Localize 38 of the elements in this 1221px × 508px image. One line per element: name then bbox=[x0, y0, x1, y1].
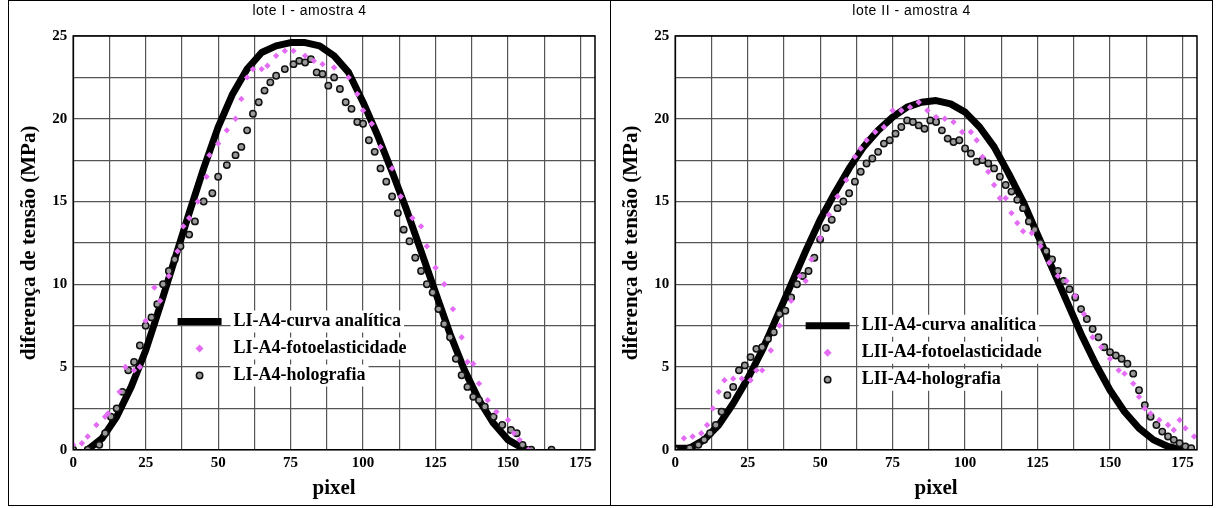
y-tick-label: 15 bbox=[654, 192, 670, 209]
legend-label: LII-A4-holografia bbox=[861, 368, 1001, 389]
x-tick-label: 75 bbox=[885, 453, 901, 470]
x-tick-label: 150 bbox=[1098, 453, 1122, 470]
y-tick-label: 0 bbox=[59, 440, 68, 457]
x-tick-label: 75 bbox=[283, 453, 299, 470]
x-axis-title: pixel bbox=[312, 474, 356, 499]
y-tick-label: 5 bbox=[661, 357, 670, 374]
x-tick-label: 175 bbox=[569, 453, 592, 470]
y-tick-label: 5 bbox=[59, 357, 68, 374]
legend-label: LI-A4-curva analítica bbox=[233, 310, 402, 331]
y-tick-label: 10 bbox=[654, 275, 670, 292]
x-tick-label: 125 bbox=[1026, 453, 1049, 470]
y-tick-label: 20 bbox=[654, 109, 670, 126]
x-tick-label: 50 bbox=[210, 453, 226, 470]
chart-title: lote II - amostra 4 bbox=[851, 1, 972, 20]
x-axis-title: pixel bbox=[914, 474, 958, 499]
x-tick-label: 50 bbox=[812, 453, 828, 470]
y-axis-title: diferença de tensão (MPa) bbox=[16, 125, 41, 361]
legend-label: LII-A4-fotoelasticidade bbox=[861, 341, 1042, 362]
y-tick-label: 20 bbox=[52, 109, 68, 126]
x-tick-label: 25 bbox=[138, 453, 154, 470]
y-tick-label: 25 bbox=[52, 26, 68, 43]
y-tick-label: 0 bbox=[661, 440, 670, 457]
y-axis-title: diferença de tensão (MPa) bbox=[618, 125, 643, 361]
x-tick-label: 100 bbox=[351, 453, 375, 470]
legend-label: LII-A4-curva analítica bbox=[861, 314, 1037, 335]
x-tick-label: 125 bbox=[424, 453, 447, 470]
y-tick-label: 15 bbox=[52, 192, 68, 209]
x-tick-label: 175 bbox=[1171, 453, 1194, 470]
x-tick-label: 100 bbox=[953, 453, 977, 470]
legend-label: LI-A4-fotoelasticidade bbox=[233, 337, 407, 358]
x-tick-label: 150 bbox=[496, 453, 520, 470]
x-tick-label: 25 bbox=[740, 453, 756, 470]
y-tick-label: 10 bbox=[52, 275, 68, 292]
legend-label: LI-A4-holografia bbox=[233, 364, 366, 385]
y-tick-label: 25 bbox=[654, 26, 670, 43]
chart-title: lote I - amostra 4 bbox=[251, 1, 368, 20]
